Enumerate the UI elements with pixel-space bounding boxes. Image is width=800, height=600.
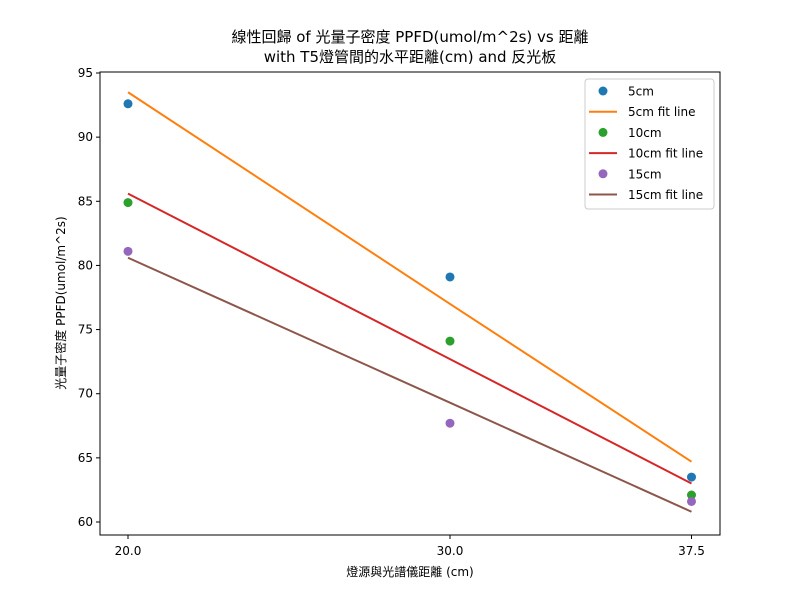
y-tick-label: 60 bbox=[78, 515, 93, 529]
x-axis-ticks: 20.0 30.0 37.5 bbox=[115, 535, 705, 558]
15cm-data-point bbox=[123, 246, 133, 256]
10cm-data-point bbox=[445, 336, 455, 346]
10cm-data-point bbox=[687, 490, 696, 500]
legend-label: 5cm fit line bbox=[628, 105, 695, 119]
chart-title-line-2: with T5燈管間的水平距離(cm) and 反光板 bbox=[263, 48, 557, 66]
15cm-fit-line-line bbox=[127, 256, 692, 513]
y-tick-label: 85 bbox=[78, 194, 93, 208]
legend-label: 5cm bbox=[628, 85, 654, 99]
5cm-data-point bbox=[687, 472, 696, 482]
legend: 5cm 5cm fit line 10cm 10cm fit line 15cm 15cm… bbox=[584, 78, 715, 210]
y-tick-label: 70 bbox=[78, 387, 93, 401]
legend-marker-icon bbox=[598, 169, 608, 179]
10cm-data-point bbox=[123, 198, 133, 208]
y-tick-label: 80 bbox=[78, 258, 93, 272]
legend-label: 10cm fit line bbox=[628, 147, 703, 161]
y-tick-label: 95 bbox=[78, 66, 93, 80]
y-tick-label: 90 bbox=[78, 130, 93, 144]
legend-label: 10cm bbox=[628, 126, 662, 140]
legend-box bbox=[584, 78, 715, 210]
y-axis-ticks: 60 65 70 75 80 85 90 95 bbox=[78, 66, 100, 529]
15cm-data-point bbox=[687, 496, 696, 506]
plot-area bbox=[123, 91, 696, 513]
5cm-data-point bbox=[123, 99, 133, 109]
10cm-fit-line-line bbox=[127, 192, 692, 485]
x-tick-label: 37.5 bbox=[678, 544, 705, 558]
5cm-fit-line-line bbox=[127, 91, 693, 463]
legend-marker-icon bbox=[598, 127, 608, 137]
legend-label: 15cm bbox=[628, 167, 662, 181]
y-tick-label: 65 bbox=[78, 451, 93, 465]
legend-marker-icon bbox=[598, 86, 608, 96]
chart-title-line-1: 線性回歸 of 光量子密度 PPFD(umol/m^2s) vs 距離 bbox=[231, 28, 589, 46]
y-tick-label: 75 bbox=[78, 323, 93, 337]
x-tick-label: 20.0 bbox=[115, 544, 142, 558]
x-axis-label: 燈源與光譜儀距離 (cm) bbox=[346, 564, 473, 579]
x-tick-label: 30.0 bbox=[437, 544, 464, 558]
legend-label: 15cm fit line bbox=[628, 188, 703, 202]
15cm-data-point bbox=[445, 418, 455, 428]
y-axis-label: 光量子密度 PPFD(umol/m^2s) bbox=[53, 216, 68, 389]
5cm-data-point bbox=[445, 272, 455, 282]
axes-frame bbox=[99, 71, 721, 536]
